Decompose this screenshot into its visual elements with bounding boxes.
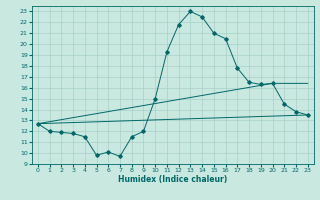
X-axis label: Humidex (Indice chaleur): Humidex (Indice chaleur) xyxy=(118,175,228,184)
